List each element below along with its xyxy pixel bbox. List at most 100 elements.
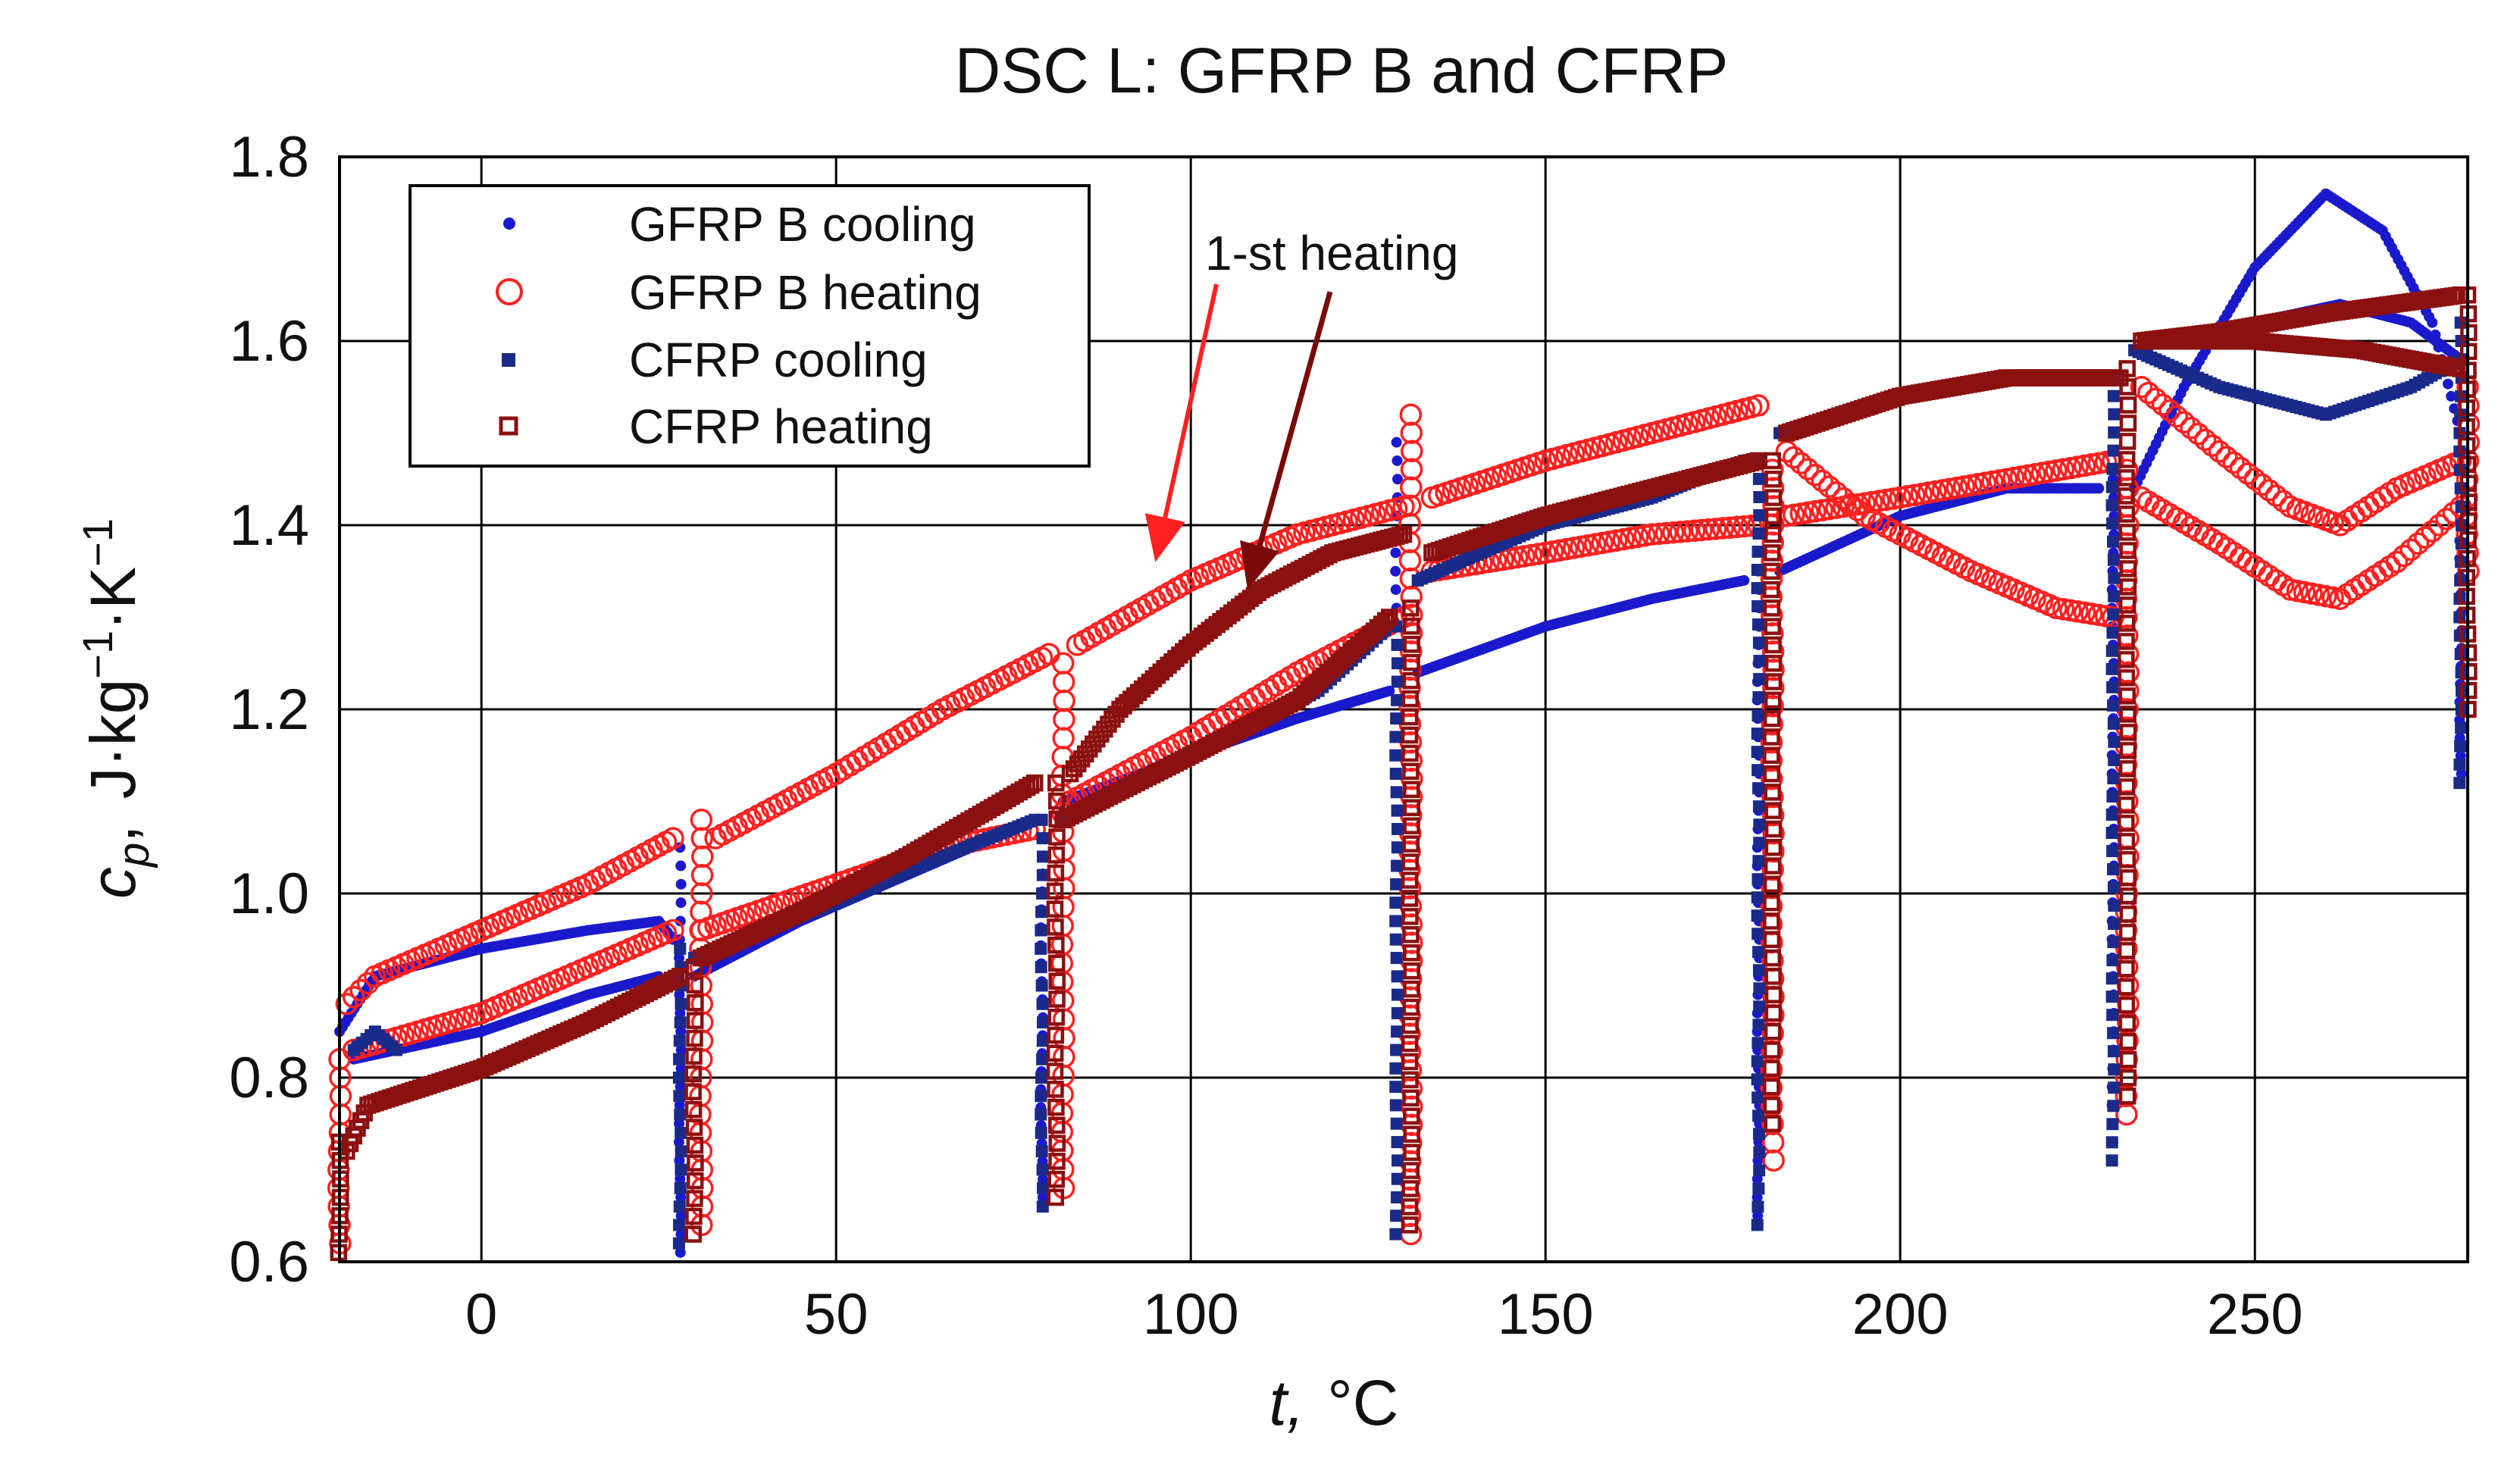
data-point (1401, 1016, 1420, 1034)
data-point (690, 900, 712, 924)
data-point (1763, 1059, 1780, 1078)
data-point (2093, 483, 2105, 494)
data-point (674, 1155, 685, 1166)
data-point (2106, 954, 2119, 967)
data-point (2453, 777, 2466, 790)
data-point (2105, 827, 2118, 840)
data-point (2119, 542, 2137, 559)
data-point (2107, 553, 2120, 566)
x-tick-label: 200 (1852, 1282, 1949, 1347)
data-point (673, 1219, 686, 1231)
data-point (2119, 742, 2137, 759)
data-point (1751, 764, 1764, 777)
data-point (674, 1118, 685, 1129)
data-point (1046, 1044, 1064, 1062)
data-point (1796, 501, 1820, 524)
data-point (1401, 853, 1420, 871)
data-point (867, 737, 891, 759)
data-point (853, 745, 876, 768)
data-point (1690, 518, 1713, 542)
data-point (1753, 982, 1766, 995)
data-point (1751, 1191, 1763, 1203)
data-point (2265, 569, 2288, 592)
data-point (1390, 547, 1401, 559)
data-point (1390, 565, 1401, 577)
data-point (2428, 514, 2451, 537)
data-point (1403, 962, 1421, 980)
data-point (1513, 545, 1535, 568)
data-point (1037, 1181, 1050, 1194)
data-point (2222, 451, 2245, 474)
data-point (1764, 471, 1782, 488)
svg-text:cp,J·kg−1·K−1: cp,J·kg−1·K−1 (74, 518, 158, 899)
data-point (2130, 376, 2153, 399)
data-point (1751, 1091, 1764, 1104)
data-point (2108, 735, 2121, 748)
data-point (1752, 1109, 1765, 1122)
data-point (2349, 574, 2373, 596)
data-point (1796, 458, 1820, 480)
data-point (2165, 405, 2188, 428)
data-point (1752, 1128, 1765, 1141)
data-point (860, 740, 883, 764)
data-point (1764, 968, 1782, 985)
y-tick-label: 0.8 (229, 1046, 309, 1110)
data-point (1761, 713, 1783, 736)
data-point (1053, 708, 1075, 731)
data-point (1047, 864, 1065, 882)
data-point (1763, 765, 1781, 783)
data-point (1401, 1216, 1419, 1234)
data-point (1048, 990, 1066, 1008)
data-point (1037, 1191, 1048, 1203)
data-point (1753, 837, 1766, 850)
data-point (686, 1029, 703, 1047)
data-point (1762, 513, 1785, 536)
data-point (1764, 452, 1781, 470)
legend-marker-cfrp-heating (499, 416, 518, 436)
data-point (1046, 1062, 1064, 1080)
legend-label-gfrp-b-cooling: GFRP B cooling (629, 197, 976, 252)
data-point (672, 1072, 685, 1084)
data-point (881, 728, 904, 751)
data-point (2118, 1087, 2137, 1105)
data-point (2349, 500, 2373, 523)
data-point (1752, 1210, 1764, 1222)
data-point (673, 1034, 686, 1047)
data-point (1761, 1131, 1785, 1154)
data-point (686, 1172, 704, 1190)
data-point (2421, 520, 2443, 543)
data-point (1764, 784, 1782, 801)
data-point (1764, 489, 1783, 506)
data-point (1752, 618, 1765, 631)
data-point (1761, 604, 1783, 627)
data-point (2265, 484, 2288, 507)
data-point (2118, 778, 2136, 796)
data-point (675, 1163, 687, 1176)
data-point (1760, 749, 1783, 772)
data-point (673, 1090, 686, 1103)
data-point (1764, 636, 1782, 654)
y-axis-mid: ·K (77, 567, 149, 631)
data-point (1036, 868, 1049, 881)
data-point (2107, 771, 2120, 784)
data-point (1726, 515, 1748, 539)
data-point (673, 1137, 684, 1148)
data-point (2378, 555, 2401, 578)
data-point (1762, 1149, 1785, 1172)
data-point (1520, 543, 1543, 567)
data-point (1753, 1164, 1766, 1177)
data-point (2118, 451, 2136, 468)
data-point (2105, 972, 2118, 985)
data-point (685, 1207, 703, 1225)
data-point (1400, 440, 1423, 463)
data-point (1861, 490, 1883, 514)
data-point (675, 1026, 687, 1037)
data-point (674, 1100, 685, 1111)
data-point (2229, 456, 2252, 480)
data-point (1764, 839, 1783, 856)
data-point (1391, 988, 1404, 1001)
data-point (1763, 931, 1781, 948)
data-point (2119, 578, 2137, 596)
x-tick-label: 0 (465, 1282, 497, 1347)
